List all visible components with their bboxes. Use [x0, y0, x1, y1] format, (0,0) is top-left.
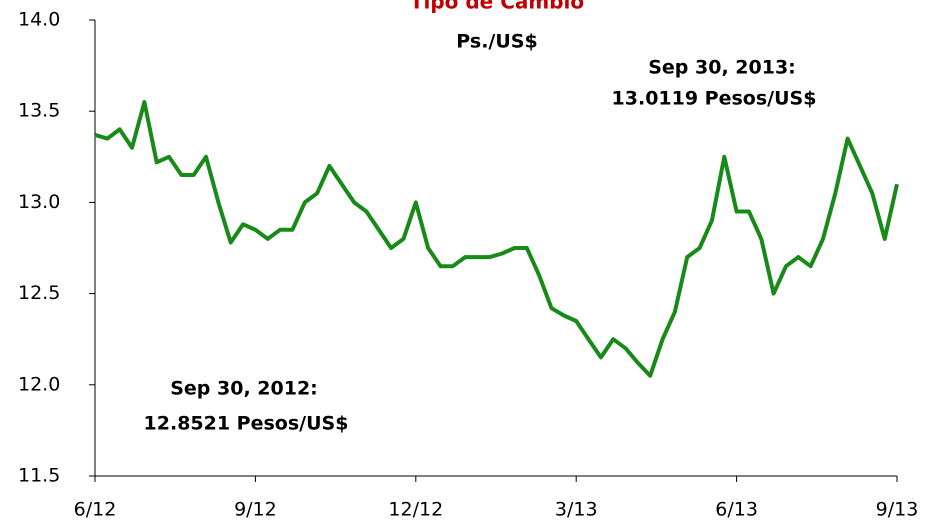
annotation: 12.8521 Pesos/US$ [144, 413, 349, 435]
x-tick-label: 9/12 [234, 499, 277, 521]
y-tick-label: 13.0 [18, 191, 60, 213]
y-tick-label: 14.0 [18, 9, 60, 31]
x-tick-label: 6/12 [74, 499, 117, 521]
chart-subtitle: Ps./US$ [456, 31, 537, 53]
annotation: Sep 30, 2013: [648, 57, 796, 79]
y-tick-label: 12.0 [18, 373, 60, 395]
x-tick-label: 12/12 [388, 499, 443, 521]
x-tick-label: 6/13 [715, 499, 758, 521]
annotation: Sep 30, 2012: [170, 378, 318, 400]
data-line [94, 100, 899, 378]
x-tick-label: 9/13 [876, 499, 919, 521]
x-tick-label: 3/13 [555, 499, 598, 521]
chart-title: Tipo de Cambio [410, 0, 584, 14]
y-tick-label: 11.5 [18, 465, 60, 487]
y-tick-label: 12.5 [18, 282, 60, 304]
y-tick-label: 13.5 [18, 100, 60, 122]
annotation: 13.0119 Pesos/US$ [612, 88, 817, 110]
